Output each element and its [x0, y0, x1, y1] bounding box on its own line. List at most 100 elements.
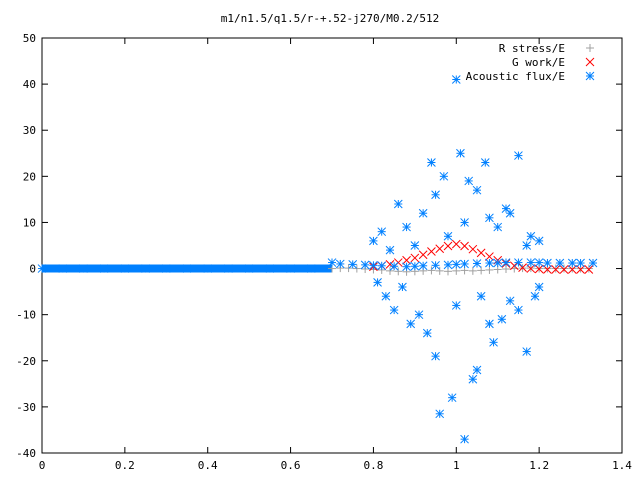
y-tick-label: 30 — [23, 124, 36, 137]
y-tick-label: 50 — [23, 32, 36, 45]
acoustic-flux-point — [514, 305, 523, 315]
acoustic-flux-point-d2 — [161, 264, 171, 273]
legend-marker-g-work-d2 — [585, 57, 595, 67]
acoustic-flux-point-d2 — [431, 260, 440, 270]
acoustic-flux-point-d2 — [522, 241, 532, 250]
x-tick-label: 0.6 — [281, 459, 301, 472]
acoustic-flux-point — [427, 158, 436, 167]
acoustic-flux-point-d2 — [501, 258, 511, 267]
acoustic-flux-point — [526, 231, 536, 241]
acoustic-flux-point — [385, 245, 395, 255]
acoustic-flux-point-d2 — [406, 319, 416, 329]
acoustic-flux-point — [460, 218, 469, 227]
r-stress-point — [427, 266, 436, 275]
legend-marker-acoustic-flux — [585, 71, 595, 81]
g-work-point — [534, 264, 544, 274]
acoustic-flux-point — [422, 328, 432, 338]
acoustic-flux-point-d2 — [534, 258, 544, 267]
acoustic-flux-point-d2 — [493, 258, 503, 268]
acoustic-flux-point — [505, 208, 515, 218]
acoustic-flux-point — [373, 278, 382, 287]
g-work-point-d2 — [460, 241, 469, 251]
chart-title: m1/n1.5/q1.5/r-+.52-j270/M0.2/512 — [221, 12, 440, 25]
acoustic-flux-point-d2 — [414, 310, 424, 320]
x-tick-label: 1 — [453, 459, 460, 472]
acoustic-flux-point-d2 — [431, 351, 440, 361]
g-work-point — [485, 252, 494, 261]
acoustic-flux-point-d2 — [485, 213, 494, 223]
acoustic-flux-point-d2 — [588, 258, 598, 268]
acoustic-flux-point-d2 — [182, 264, 192, 273]
x-tick-label: 1.4 — [612, 459, 632, 472]
acoustic-flux-point — [398, 282, 407, 292]
acoustic-flux-point — [456, 148, 465, 158]
acoustic-flux-point-d2 — [472, 259, 482, 268]
acoustic-flux-point-d2 — [224, 264, 233, 273]
acoustic-flux-point — [480, 158, 490, 167]
r-stress-point — [468, 266, 477, 275]
acoustic-flux-point-d2 — [431, 190, 440, 200]
acoustic-flux-point-d2 — [369, 236, 378, 246]
acoustic-flux-point — [377, 261, 387, 271]
g-work-point-d2 — [402, 255, 411, 265]
r-stress-point — [352, 264, 361, 273]
acoustic-flux-point-d2 — [389, 261, 399, 271]
legend-label-g-work: G work/E — [512, 56, 565, 69]
g-work-point-d2 — [543, 265, 552, 274]
acoustic-flux-point-d2 — [514, 305, 523, 315]
g-work-point — [551, 265, 561, 274]
acoustic-flux-point-d2 — [377, 261, 387, 271]
acoustic-flux-point — [501, 258, 511, 267]
acoustic-flux-point — [443, 231, 453, 241]
acoustic-flux-point-d2 — [451, 260, 461, 269]
acoustic-flux-point-d2 — [435, 409, 445, 419]
acoustic-flux-point-d2 — [306, 264, 316, 273]
g-work-point — [476, 248, 486, 258]
g-work-point-d2 — [427, 247, 436, 256]
g-work-point — [509, 261, 519, 271]
acoustic-flux-point — [493, 222, 503, 232]
g-work-point-d2 — [410, 253, 420, 263]
acoustic-flux-point — [460, 259, 469, 269]
acoustic-flux-point-d2 — [456, 148, 465, 158]
acoustic-flux-point — [369, 260, 378, 270]
acoustic-flux-point — [485, 258, 494, 268]
acoustic-flux-point-d2 — [398, 282, 407, 292]
acoustic-flux-point — [244, 264, 254, 273]
acoustic-flux-point — [555, 258, 565, 268]
acoustic-flux-point-d2 — [439, 171, 449, 181]
y-tick-label: -10 — [16, 309, 36, 322]
acoustic-flux-point-d2 — [534, 282, 544, 292]
series-r-stress — [328, 264, 593, 276]
r-stress-point — [394, 267, 403, 276]
acoustic-flux-point-d2 — [460, 218, 469, 227]
acoustic-flux-point — [99, 264, 109, 273]
acoustic-flux-point-d2 — [534, 236, 544, 246]
legend-label-r-stress: R stress/E — [499, 42, 565, 55]
acoustic-flux-point — [530, 291, 540, 301]
acoustic-flux-point — [402, 262, 411, 272]
acoustic-flux-point — [522, 347, 532, 356]
acoustic-flux-point — [410, 241, 420, 250]
legend: R stress/E G work/E Acoustic flux/E — [466, 42, 595, 83]
acoustic-flux-point — [451, 260, 461, 269]
acoustic-flux-point — [451, 75, 461, 84]
acoustic-flux-point-d2 — [468, 374, 478, 384]
g-work-point-d2 — [476, 248, 486, 258]
acoustic-flux-point — [526, 258, 536, 267]
r-stress-point — [551, 264, 560, 273]
acoustic-flux-point-d2 — [514, 258, 523, 267]
acoustic-flux-point — [389, 261, 399, 271]
g-work-point-d2 — [518, 263, 527, 272]
acoustic-flux-point-d2 — [385, 245, 395, 255]
acoustic-flux-point — [360, 260, 370, 270]
acoustic-flux-point — [534, 282, 544, 292]
acoustic-flux-point — [485, 213, 494, 223]
acoustic-flux-point — [381, 291, 391, 301]
acoustic-flux-point — [58, 264, 68, 273]
acoustic-flux-point — [141, 264, 150, 273]
acoustic-flux-point — [489, 337, 498, 347]
acoustic-flux-point — [472, 185, 482, 195]
acoustic-flux-point-d2 — [447, 393, 457, 403]
legend-marker-acoustic-flux-d2 — [585, 71, 595, 81]
